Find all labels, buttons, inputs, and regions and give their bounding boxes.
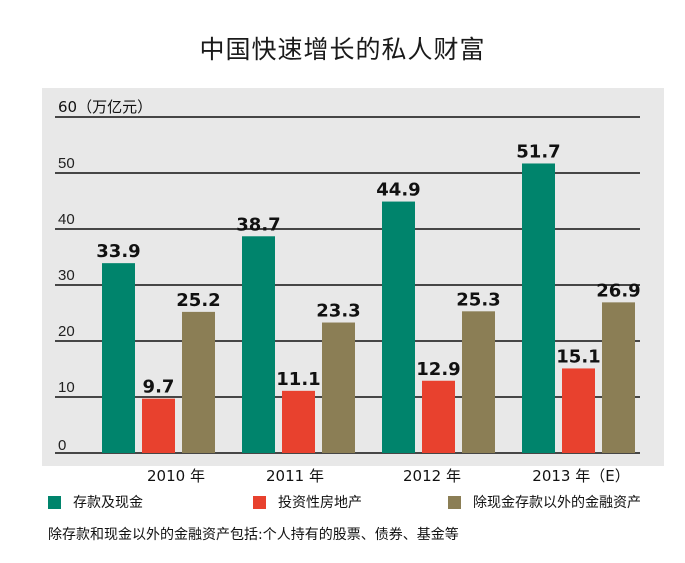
legend-swatch-property — [253, 495, 266, 509]
bar-property-3 — [422, 380, 455, 453]
legend-label-deposits: 存款及现金 — [73, 495, 143, 511]
y-tick-label-50: 50 — [58, 155, 75, 172]
data-label-property-3: 12.9 — [416, 359, 460, 380]
y-tick-label-40: 40 — [58, 211, 75, 228]
bar-chart: 10 20 30 40 50 0 60（万亿元） 33.9 38.7 44.9 51.7 9.7 11.… — [55, 98, 641, 485]
data-label-deposits-1: 33.9 — [96, 241, 140, 262]
bar-deposits-4 — [522, 163, 555, 454]
bar-financial-3 — [462, 311, 495, 453]
legend: 存款及现金 投资性房地产 除现金存款以外的金融资产 — [48, 492, 678, 516]
y-tick-label-10: 10 — [58, 379, 75, 396]
data-label-deposits-2: 38.7 — [236, 214, 280, 235]
data-label-deposits-4: 51.7 — [516, 141, 560, 162]
legend-item-deposits: 存款及现金 — [48, 492, 143, 512]
y-unit-label: 60（万亿元） — [58, 98, 152, 116]
legend-swatch-financial — [448, 495, 461, 509]
bar-property-4 — [562, 368, 595, 453]
data-label-financial-1: 25.2 — [176, 290, 220, 311]
bar-property-2 — [282, 390, 315, 453]
data-label-property-1: 9.7 — [143, 377, 175, 398]
bar-deposits-3 — [382, 201, 415, 453]
x-category-label-3: 2012 年 — [403, 467, 461, 485]
y-tick-label-30: 30 — [58, 267, 75, 284]
x-category-label-2: 2011 年 — [266, 467, 324, 485]
legend-swatch-deposits — [48, 495, 61, 509]
legend-item-property: 投资性房地产 — [253, 492, 362, 512]
y-tick-label-20: 20 — [58, 323, 75, 340]
bar-property-1 — [142, 398, 175, 453]
chart-title: 中国快速增长的私人财富 — [199, 35, 486, 64]
legend-item-financial: 除现金存款以外的金融资产 — [448, 492, 641, 512]
data-label-financial-2: 23.3 — [316, 301, 360, 322]
bar-deposits-2 — [242, 236, 275, 453]
data-label-financial-3: 25.3 — [456, 289, 500, 310]
footnote: 除存款和现金以外的金融资产包括:个人持有的股票、债券、基金等 — [48, 527, 459, 543]
data-label-property-4: 15.1 — [556, 346, 600, 367]
y-tick-label-0: 0 — [58, 437, 66, 454]
data-label-deposits-3: 44.9 — [376, 180, 420, 201]
data-label-financial-4: 26.9 — [596, 280, 640, 301]
bar-financial-4 — [602, 302, 635, 453]
x-category-label-4: 2013 年（E） — [532, 467, 629, 485]
legend-label-financial: 除现金存款以外的金融资产 — [473, 495, 641, 511]
bar-financial-2 — [322, 322, 355, 453]
bar-deposits-1 — [102, 263, 135, 453]
data-label-property-2: 11.1 — [276, 369, 320, 390]
legend-label-property: 投资性房地产 — [278, 495, 362, 511]
x-category-label-1: 2010 年 — [147, 467, 205, 485]
bar-financial-1 — [182, 311, 215, 453]
